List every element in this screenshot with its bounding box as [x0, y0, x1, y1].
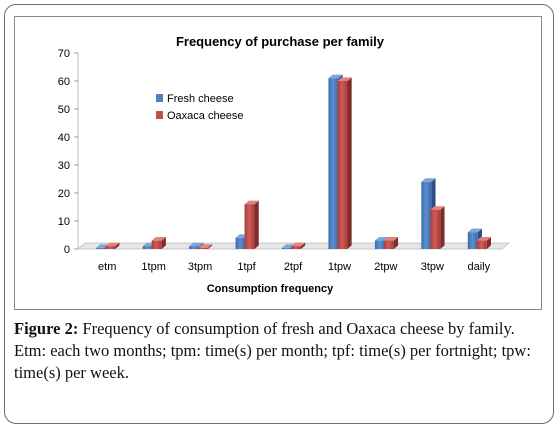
x-tick-label: 2tpw [374, 261, 397, 273]
bar-oaxaca-daily [476, 237, 491, 249]
bar-oaxaca-3tpm [198, 244, 213, 249]
chart-frame [14, 16, 542, 310]
bar-oaxaca-2tpf [291, 242, 306, 249]
x-tick-label: daily [467, 261, 490, 273]
y-tick-label: 10 [58, 216, 70, 228]
bar-chart: Frequency of purchase per family 0 10 20 30… [58, 34, 511, 295]
x-tick-label: 3tpw [421, 261, 444, 273]
y-tick-label: 70 [58, 48, 70, 60]
x-tick-label: etm [98, 261, 116, 273]
caption-label: Figure 2: [14, 319, 79, 338]
bar-oaxaca-1tpm [151, 237, 166, 249]
legend: Fresh cheese Oaxaca cheese [156, 93, 243, 122]
y-tick-label: 30 [58, 160, 70, 172]
x-tick-label: 1tpf [237, 261, 256, 273]
legend-label: Oaxaca cheese [167, 110, 243, 122]
y-axis: 0 10 20 30 40 50 60 70 [58, 48, 79, 256]
chart-title: Frequency of purchase per family [176, 34, 385, 49]
bar-oaxaca-1tpw [337, 77, 352, 250]
legend-swatch [156, 111, 163, 119]
bar-oaxaca-3tpw [430, 206, 445, 249]
legend-swatch [156, 94, 163, 102]
y-tick-label: 50 [58, 104, 70, 116]
x-axis: etm 1tpm 3tpm 1tpf 2tpf 1tpw 2tpw 3tpw daily [98, 261, 491, 273]
legend-label: Fresh cheese [167, 93, 234, 105]
x-tick-label: 3tpm [188, 261, 212, 273]
caption-text: Frequency of consumption of fresh and Oa… [14, 319, 531, 382]
bar-oaxaca-2tpw [383, 237, 399, 249]
x-tick-label: 1tpm [141, 261, 165, 273]
bar-oaxaca-1tpf [244, 200, 259, 249]
x-tick-label: 2tpf [284, 261, 303, 273]
y-tick-label: 40 [58, 132, 70, 144]
bar-oaxaca-etm [105, 242, 120, 249]
figure-caption: Figure 2: Frequency of consumption of fr… [14, 318, 544, 384]
y-tick-label: 60 [58, 76, 70, 88]
bars [96, 74, 491, 250]
y-tick-label: 0 [64, 244, 70, 256]
x-tick-label: 1tpw [328, 261, 351, 273]
y-tick-label: 20 [58, 188, 70, 200]
x-axis-title: Consumption frequency [207, 283, 334, 295]
